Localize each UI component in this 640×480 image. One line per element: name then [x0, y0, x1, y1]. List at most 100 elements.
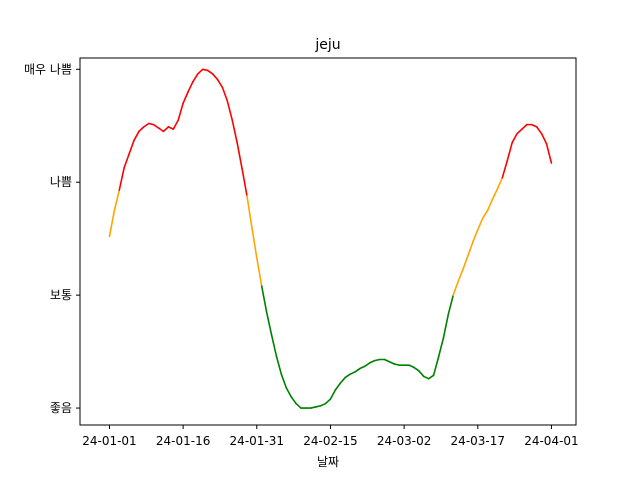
x-tick-label: 24-03-17: [451, 434, 505, 448]
line-segment: [295, 402, 302, 409]
line-segment: [486, 198, 494, 212]
line-segment: [452, 280, 459, 296]
line-segment: [334, 382, 342, 391]
line-segment: [177, 102, 184, 121]
line-segment: [516, 128, 523, 135]
line-segment: [133, 130, 140, 142]
line-segment: [339, 376, 346, 385]
plot-frame: [79, 57, 577, 426]
line-segment: [535, 126, 543, 135]
line-segment: [265, 311, 273, 336]
line-segment: [511, 132, 518, 144]
line-segment: [314, 405, 322, 408]
line-segment: [540, 132, 548, 145]
line-segment: [285, 386, 292, 398]
line-segment: [290, 395, 297, 405]
line-segment: [118, 166, 125, 191]
line-segment: [236, 141, 243, 170]
line-segment: [123, 153, 130, 169]
line-segment: [147, 122, 155, 126]
line-segment: [364, 362, 371, 368]
line-segment: [491, 188, 499, 200]
line-segment: [167, 126, 175, 130]
line-segment: [108, 209, 116, 238]
line-segment: [462, 254, 469, 270]
line-segment: [457, 268, 464, 283]
line-segment: [383, 358, 391, 363]
y-axis-ticks: 좋음 보통 나쁨 매우 나쁨: [24, 62, 80, 415]
x-axis-label: 날짜: [317, 455, 339, 469]
line-segment: [319, 402, 327, 407]
line-segment: [128, 139, 135, 155]
line-segment: [187, 80, 194, 93]
line-segment: [422, 375, 430, 380]
line-segment: [442, 313, 450, 339]
x-tick-label: 24-03-02: [377, 434, 431, 448]
line-segment: [201, 68, 209, 72]
line-segment: [359, 365, 366, 370]
line-segment: [280, 373, 288, 389]
line-segment: [437, 337, 445, 359]
line-segment: [143, 122, 150, 128]
line-segment: [521, 123, 528, 130]
line-segment: [545, 143, 553, 164]
line-segment: [246, 194, 253, 229]
line-segment: [418, 369, 425, 378]
chart-title: jeju: [314, 37, 340, 53]
line-segment: [388, 360, 396, 365]
line-segment: [255, 257, 263, 287]
line-segment: [270, 333, 278, 357]
x-tick-label: 24-02-15: [303, 434, 357, 448]
line-segment: [432, 356, 440, 377]
y-tick-label: 보통: [50, 288, 72, 302]
line-segment: [192, 73, 199, 83]
line-segment: [241, 167, 248, 197]
y-tick-label: 매우 나쁨: [24, 62, 72, 76]
line-segment: [506, 141, 513, 162]
x-tick-label: 24-01-01: [82, 434, 136, 448]
y-tick-label: 나쁨: [50, 175, 72, 189]
line-segment: [447, 294, 455, 316]
line-segment: [476, 217, 484, 231]
line-segment: [197, 68, 204, 75]
line-segment: [211, 73, 219, 81]
line-segment: [329, 389, 337, 400]
x-axis-ticks: 24-01-01 24-01-16 24-01-31 24-02-15 24-03-02…: [82, 425, 579, 448]
line-segment: [206, 69, 214, 75]
line-segment: [221, 86, 229, 102]
line-segment: [260, 285, 268, 313]
x-tick-label: 24-04-01: [524, 434, 578, 448]
line-segment: [354, 367, 361, 373]
line-segment: [251, 226, 258, 259]
line-segment: [531, 123, 538, 128]
x-tick-label: 24-01-16: [156, 434, 210, 448]
line-segment: [373, 358, 381, 362]
line-segment: [138, 126, 145, 133]
line-segment: [226, 100, 234, 121]
line-segment: [275, 355, 283, 375]
line-segment: [467, 241, 474, 257]
line-segment: [310, 406, 317, 409]
line-segment: [393, 363, 401, 366]
line-segment: [472, 228, 479, 243]
line-segment: [368, 359, 376, 364]
line-segment: [413, 366, 420, 372]
line-segment: [349, 371, 356, 375]
line-segment: [157, 127, 165, 133]
y-tick-label: 좋음: [50, 401, 72, 415]
line-segment: [216, 78, 224, 89]
line-segment: [344, 373, 351, 379]
line-segment: [231, 119, 238, 144]
line-segment: [496, 176, 504, 190]
line-segment: [324, 398, 332, 405]
line-segment: [501, 159, 509, 179]
line-segment: [427, 374, 435, 380]
line-segment: [152, 123, 160, 129]
line-segment: [182, 91, 189, 104]
x-tick-label: 24-01-31: [230, 434, 284, 448]
line-segment: [113, 189, 121, 212]
line-segment: [162, 126, 170, 133]
plot-lines: [108, 68, 553, 409]
line-segment: [172, 119, 180, 130]
